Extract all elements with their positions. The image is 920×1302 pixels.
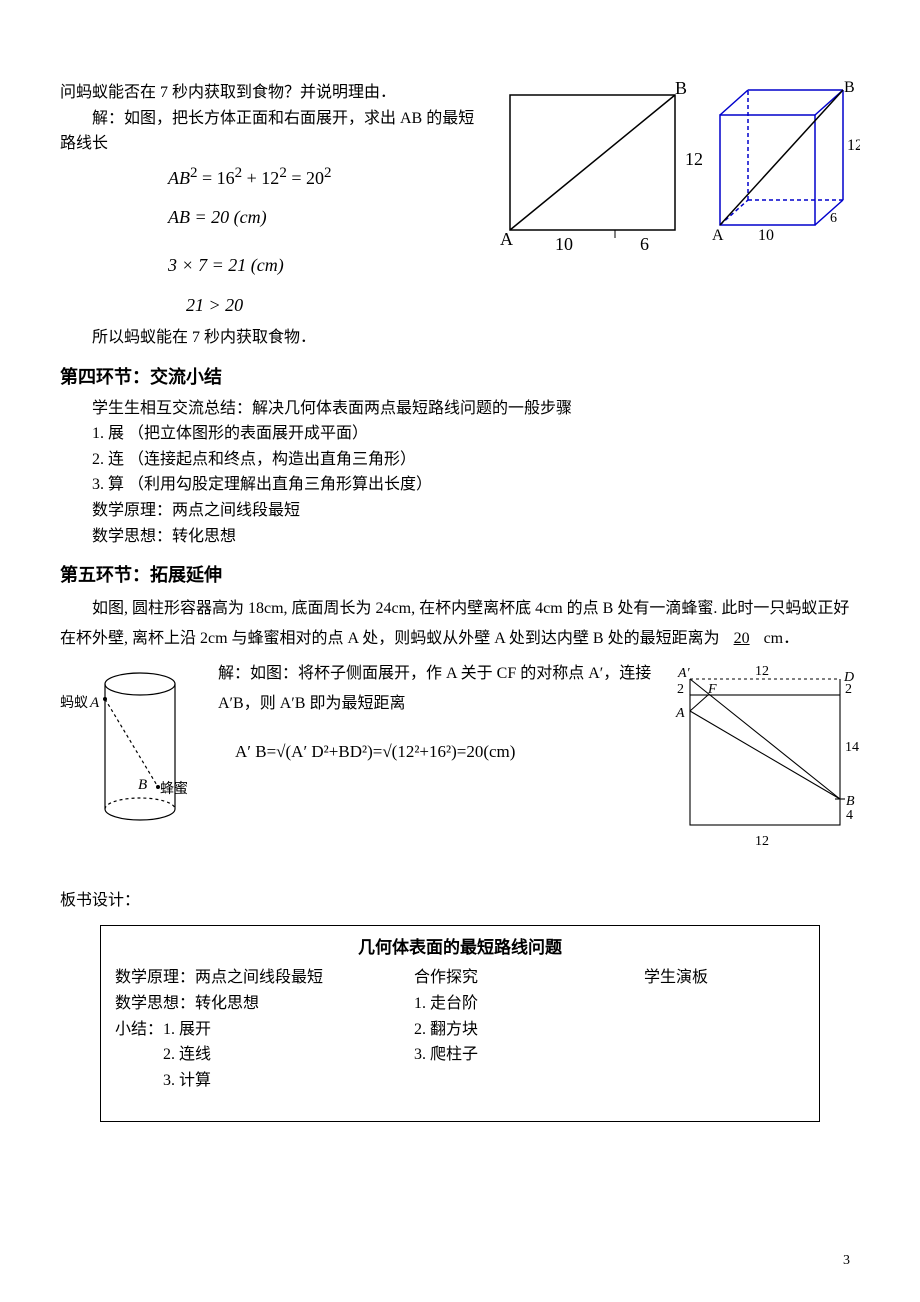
s5-fig-row: 蚂蚁 A B 蜂蜜 解：如图：将杯子侧面展开，作 A 关于 CF 的对称点 A′… xyxy=(60,659,860,868)
cylinder-svg: 蚂蚁 A B 蜂蜜 xyxy=(60,659,210,839)
label-12: 12 xyxy=(685,149,703,169)
board-box: 几何体表面的最短路线问题 数学原理：两点之间线段最短 数学思想：转化思想 小结：… xyxy=(100,925,820,1122)
intro-text-col: 问蚂蚁能否在 7 秒内获取到食物？并说明理由． 解：如图，把长方体正面和右面展开… xyxy=(60,80,490,351)
unfold-figure: A′ F D A B 12 2 2 14 4 12 xyxy=(670,659,860,868)
intro-row: 问蚂蚁能否在 7 秒内获取到食物？并说明理由． 解：如图，把长方体正面和右面展开… xyxy=(60,80,860,351)
uf-r4: 4 xyxy=(846,808,853,823)
math-line-2: AB = 20 (cm) xyxy=(168,198,490,238)
s4-i2: 2. 连 （连接起点和终点，构造出直角三角形） xyxy=(92,447,860,473)
bc2-l2: 1. 走台阶 xyxy=(414,991,644,1017)
bc1-l5: 3. 计算 xyxy=(115,1068,414,1094)
s5-mid-text: 解：如图：将杯子侧面展开，作 A 关于 CF 的对称点 A′，连接 A′B，则 … xyxy=(210,659,670,765)
board-col2: 合作探究 1. 走台阶 2. 翻方块 3. 爬柱子 xyxy=(414,965,644,1093)
board-col1: 数学原理：两点之间线段最短 数学思想：转化思想 小结：1. 展开 2. 连线 3… xyxy=(115,965,414,1093)
cuboid-6: 6 xyxy=(830,211,837,226)
cyl-B: B xyxy=(138,777,147,793)
board-col3: 学生演板 xyxy=(644,965,805,1093)
bc2-l4: 3. 爬柱子 xyxy=(414,1042,644,1068)
board-label: 板书设计： xyxy=(60,888,860,914)
bc3-l1: 学生演板 xyxy=(644,965,805,991)
cuboid-figure: A B 10 6 12 xyxy=(490,80,860,274)
s4-i3: 3. 算 （利用勾股定理解出直角三角形算出长度） xyxy=(92,472,860,498)
cyl-honey: 蜂蜜 xyxy=(160,781,188,797)
s5-body-b: cm． xyxy=(764,630,800,647)
bc1-l2: 数学思想：转化思想 xyxy=(115,991,414,1017)
math-l1-a: = 16 xyxy=(198,168,235,188)
uf-r14: 14 xyxy=(845,740,859,755)
conclusion-text: 所以蚂蚁能在 7 秒内获取食物． xyxy=(60,325,490,351)
board-cols: 数学原理：两点之间线段最短 数学思想：转化思想 小结：1. 展开 2. 连线 3… xyxy=(115,965,805,1093)
bc1-l3: 小结：1. 展开 xyxy=(115,1017,414,1043)
cuboid-12: 12 xyxy=(847,137,860,154)
cylinder-figure: 蚂蚁 A B 蜂蜜 xyxy=(60,659,210,848)
math-l1-sup4: 2 xyxy=(324,165,332,181)
s5-answer: 20 xyxy=(720,630,764,647)
s4-p1: 数学原理：两点之间线段最短 xyxy=(92,498,860,524)
uf-t12: 12 xyxy=(755,664,769,679)
label-6: 6 xyxy=(640,234,649,254)
uf-F: F xyxy=(707,682,717,697)
cuboid-B: B xyxy=(844,80,855,96)
s4-i1: 1. 展 （把立体图形的表面展开成平面） xyxy=(92,421,860,447)
s5-body: 如图, 圆柱形容器高为 18cm, 底面周长为 24cm, 在杯内壁离杯底 4c… xyxy=(60,594,860,653)
cyl-A: A xyxy=(89,695,100,711)
s5-sol1: 解：如图：将杯子侧面展开，作 A 关于 CF 的对称点 A′，连接 A′B，则 … xyxy=(218,659,662,720)
label-A: A xyxy=(500,229,513,249)
board-title: 几何体表面的最短路线问题 xyxy=(115,934,805,961)
uf-l2: 2 xyxy=(677,682,684,697)
math-l1-lhs: AB xyxy=(168,168,190,188)
bc2-l3: 2. 翻方块 xyxy=(414,1017,644,1043)
bc1-l4: 2. 连线 xyxy=(115,1042,414,1068)
math-l1-sup3: 2 xyxy=(279,165,287,181)
math-l1-b: + 12 xyxy=(242,168,279,188)
uf-Ap: A′ xyxy=(677,666,691,681)
intro-solution: 解：如图，把长方体正面和右面展开，求出 AB 的最短路线长 xyxy=(60,106,490,157)
bc1-l1: 数学原理：两点之间线段最短 xyxy=(115,965,414,991)
s4-title: 第四环节：交流小结 xyxy=(60,363,860,392)
page-number: 3 xyxy=(843,1250,850,1272)
math-line-3: 3 × 7 = 21 (cm) xyxy=(168,246,490,286)
uf-r2: 2 xyxy=(845,682,852,697)
label-B: B xyxy=(675,80,687,98)
uf-B: B xyxy=(846,794,855,809)
uf-b12: 12 xyxy=(755,834,769,849)
math-l1-sup1: 2 xyxy=(190,165,198,181)
bc2-l1: 合作探究 xyxy=(414,965,644,991)
math-line-1: AB2 = 162 + 122 = 202 xyxy=(168,157,490,199)
s4-intro: 学生生相互交流总结：解决几何体表面两点最短路线问题的一般步骤 xyxy=(60,396,860,422)
s4-list: 1. 展 （把立体图形的表面展开成平面） 2. 连 （连接起点和终点，构造出直角… xyxy=(60,421,860,549)
math-l1-c: = 20 xyxy=(287,168,324,188)
cuboid-svg: A B 10 6 12 xyxy=(490,80,860,265)
cuboid-10: 10 xyxy=(758,227,774,244)
unfold-svg: A′ F D A B 12 2 2 14 4 12 xyxy=(670,659,860,859)
cuboid-A: A xyxy=(712,227,724,244)
s5-formula: A′ B=√(A′ D²+BD²)=√(12²+16²)=20(cm) xyxy=(218,738,662,765)
label-10: 10 xyxy=(555,234,573,254)
s4-p2: 数学思想：转化思想 xyxy=(92,524,860,550)
math-block: AB2 = 162 + 122 = 202 AB = 20 (cm) 3 × 7… xyxy=(60,157,490,325)
s5-title: 第五环节：拓展延伸 xyxy=(60,561,860,590)
intro-question: 问蚂蚁能否在 7 秒内获取到食物？并说明理由． xyxy=(60,80,490,106)
math-line-4: 21 > 20 xyxy=(168,286,490,326)
cyl-ant: 蚂蚁 xyxy=(60,695,88,711)
uf-A: A xyxy=(675,706,685,721)
page: 问蚂蚁能否在 7 秒内获取到食物？并说明理由． 解：如图，把长方体正面和右面展开… xyxy=(0,0,920,1302)
